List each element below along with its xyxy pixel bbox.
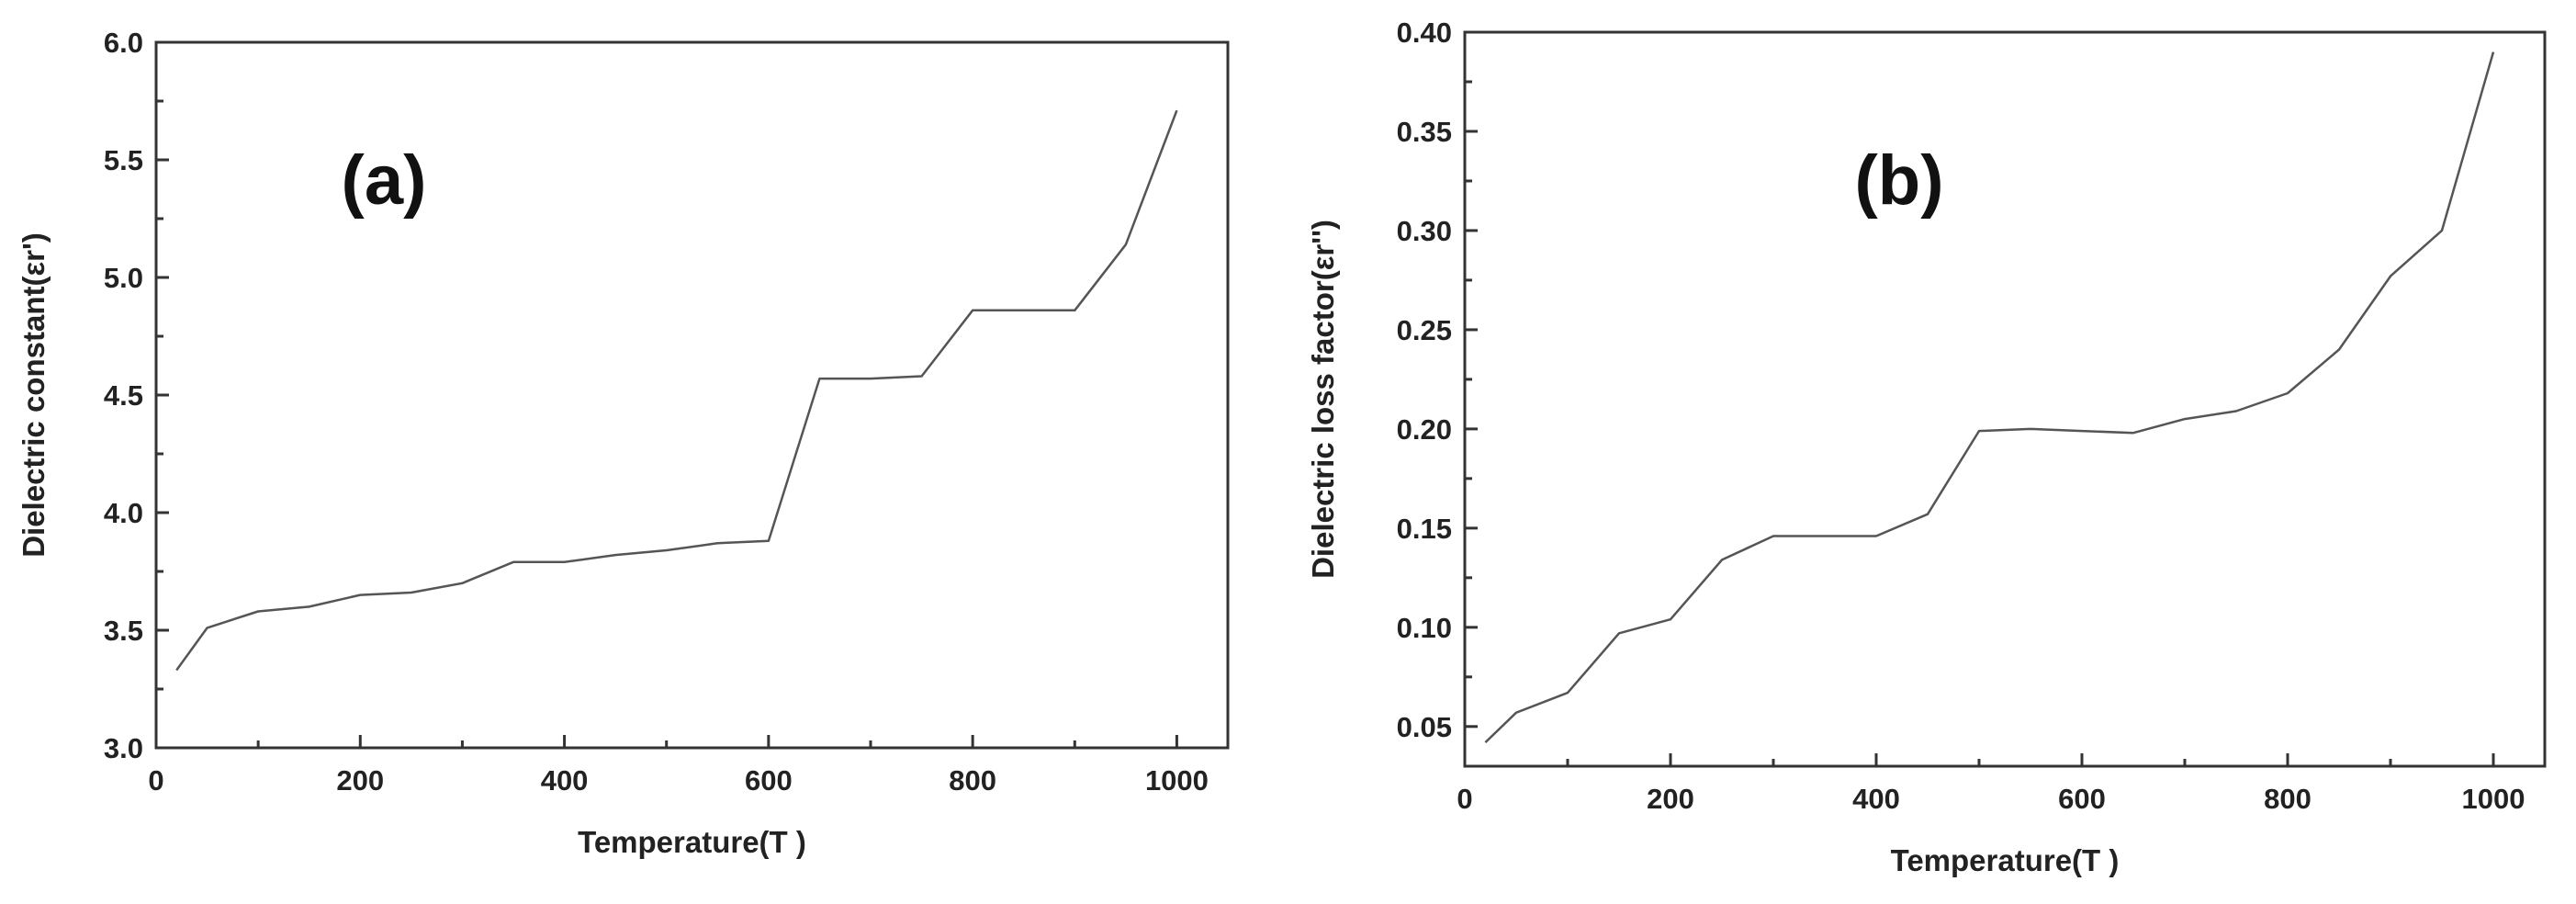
y-tick-label: 0.25 (1397, 314, 1452, 346)
y-tick-label: 0.40 (1397, 17, 1452, 49)
y-tick-label: 3.5 (104, 615, 143, 647)
chart-a: 0 200 400 600 800 1000 3.0 3.5 4.0 4.5 5.0 5.5 6.0 Te… (17, 27, 1230, 859)
y-tick-label: 4.0 (104, 497, 143, 529)
series-line (1484, 51, 2495, 743)
y-tick-label: 0.20 (1397, 413, 1452, 446)
chart-b: 0 200 400 600 800 1000 0.05 0.10 0.15 0.20 0.25 0.3… (1306, 17, 2547, 877)
y-tick-label: 5.5 (104, 144, 143, 176)
x-tick-label: 1000 (1145, 764, 1209, 797)
y-tick-label: 4.5 (104, 379, 143, 412)
plot-frame (1463, 30, 2547, 768)
series-line (175, 109, 1178, 672)
y-tick-label: 0.10 (1397, 612, 1452, 644)
x-tick-label: 1000 (2462, 783, 2525, 815)
x-tick-label: 800 (2264, 783, 2312, 815)
panel-label: (a) (342, 141, 427, 220)
panel-label: (b) (1854, 141, 1943, 220)
y-tick-label: 6.0 (104, 27, 143, 59)
x-axis-title: Temperature(T ) (578, 825, 806, 859)
y-tick-label: 3.0 (104, 732, 143, 764)
y-tick-label: 0.05 (1397, 711, 1452, 743)
x-tick-label: 0 (1457, 783, 1472, 815)
x-tick-label: 200 (1647, 783, 1694, 815)
y-tick-label: 0.15 (1397, 513, 1452, 545)
x-tick-label: 600 (2058, 783, 2106, 815)
x-tick-label: 800 (949, 764, 996, 797)
x-tick-label: 600 (745, 764, 793, 797)
x-axis-title: Temperature(T ) (1891, 843, 2120, 877)
y-axis-title: Dielectric constant(εr') (17, 232, 51, 558)
y-tick-label: 0.30 (1397, 215, 1452, 247)
y-axis-title: Dielectric loss factor(εr'') (1306, 220, 1340, 579)
y-tick-label: 5.0 (104, 262, 143, 294)
y-tick-label: 0.35 (1397, 116, 1452, 148)
x-tick-label: 0 (148, 764, 163, 797)
x-tick-label: 400 (1852, 783, 1900, 815)
x-tick-label: 200 (336, 764, 384, 797)
x-tick-label: 400 (541, 764, 589, 797)
